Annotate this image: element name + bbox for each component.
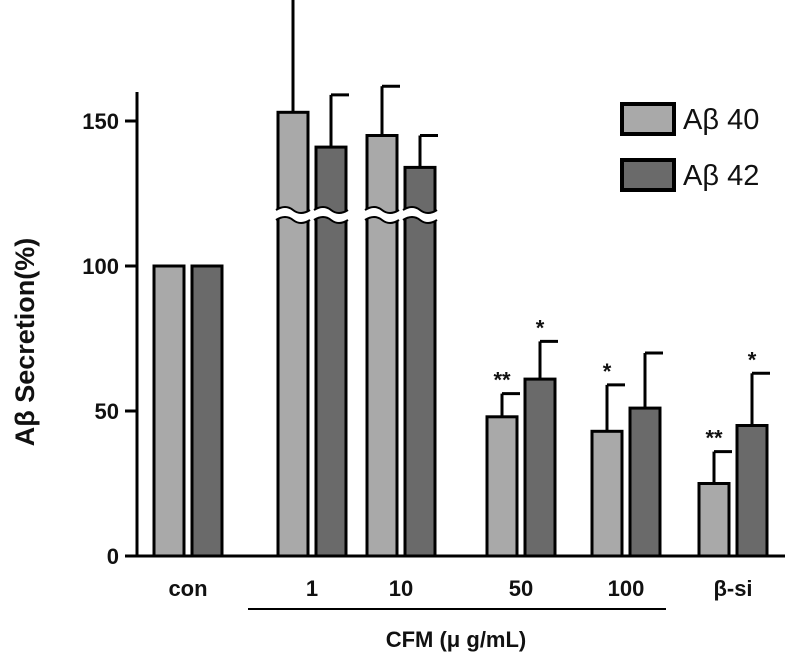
bar-abeta42 [523,377,557,558]
x-category-label: con [168,576,207,601]
legend-label: Aβ 42 [683,160,759,192]
axes [135,92,785,558]
axis-break-line [313,206,349,214]
y-axis-label: Aβ Secretion(%) [10,238,40,447]
x-category-label: 100 [608,576,645,601]
legend-swatch [620,158,676,192]
axis-break-line [275,216,311,224]
axis-break-line [364,216,400,224]
bar-abeta40 [365,134,399,558]
bar-abeta40 [590,429,624,558]
bar-abeta40 [152,264,186,558]
axis-break-line [313,216,349,224]
axis-break-line [402,206,438,214]
y-tick-label: 0 [107,544,119,569]
bar-abeta42 [628,406,662,558]
legend-swatch [620,102,676,136]
x-category-label: β-si [713,576,752,601]
significance-marker: * [536,315,545,340]
axis-break-mark [402,207,438,223]
axis-break-mark [313,207,349,223]
significance-marker: * [603,359,612,384]
bar-abeta40 [697,482,731,558]
group-label: CFM (μ g/mL) [386,627,527,652]
y-tick-label: 150 [82,109,119,134]
legend: Aβ 40 Aβ 42 [620,102,759,192]
x-category-label: 10 [389,576,413,601]
x-category-labels: con 1 10 50 100 β-si [168,576,752,601]
x-category-label: 1 [306,576,318,601]
axis-break-line [364,206,400,214]
axis-break-mark [275,207,311,223]
bar-abeta40 [485,415,519,558]
y-tick-label: 100 [82,254,119,279]
bar-abeta42 [403,165,437,558]
bars: ******* [152,0,770,558]
axis-break-mark [364,207,400,223]
axis-break-line [275,206,311,214]
x-category-label: 50 [509,576,533,601]
significance-marker: ** [493,368,511,393]
legend-label: Aβ 40 [683,104,759,136]
axis-break-line [402,216,438,224]
bar-abeta40 [276,110,310,558]
significance-marker: * [748,347,757,372]
y-tick-label: 50 [95,399,119,424]
y-ticks: 0 50 100 150 [82,109,137,569]
bar-abeta42 [190,264,224,558]
significance-marker: ** [705,426,723,451]
bar-abeta42 [735,424,769,558]
